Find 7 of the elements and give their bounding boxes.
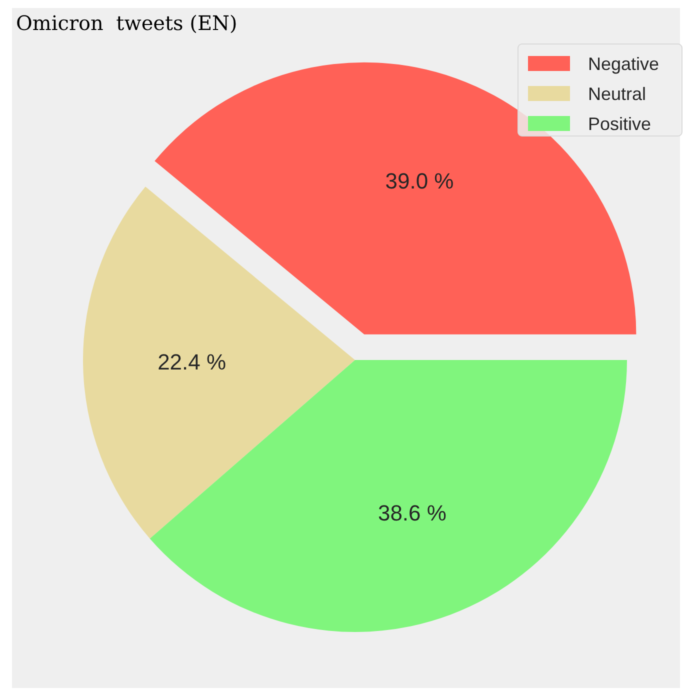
chart-title: Omicron tweets (EN) [16, 11, 238, 35]
data-label: 39.0 % [385, 168, 454, 194]
data-label: 38.6 % [378, 500, 446, 526]
legend-label: Negative [588, 54, 660, 74]
data-label: 22.4 % [158, 350, 226, 375]
legend-label: Positive [588, 114, 652, 134]
legend-label: Neutral [588, 84, 646, 104]
